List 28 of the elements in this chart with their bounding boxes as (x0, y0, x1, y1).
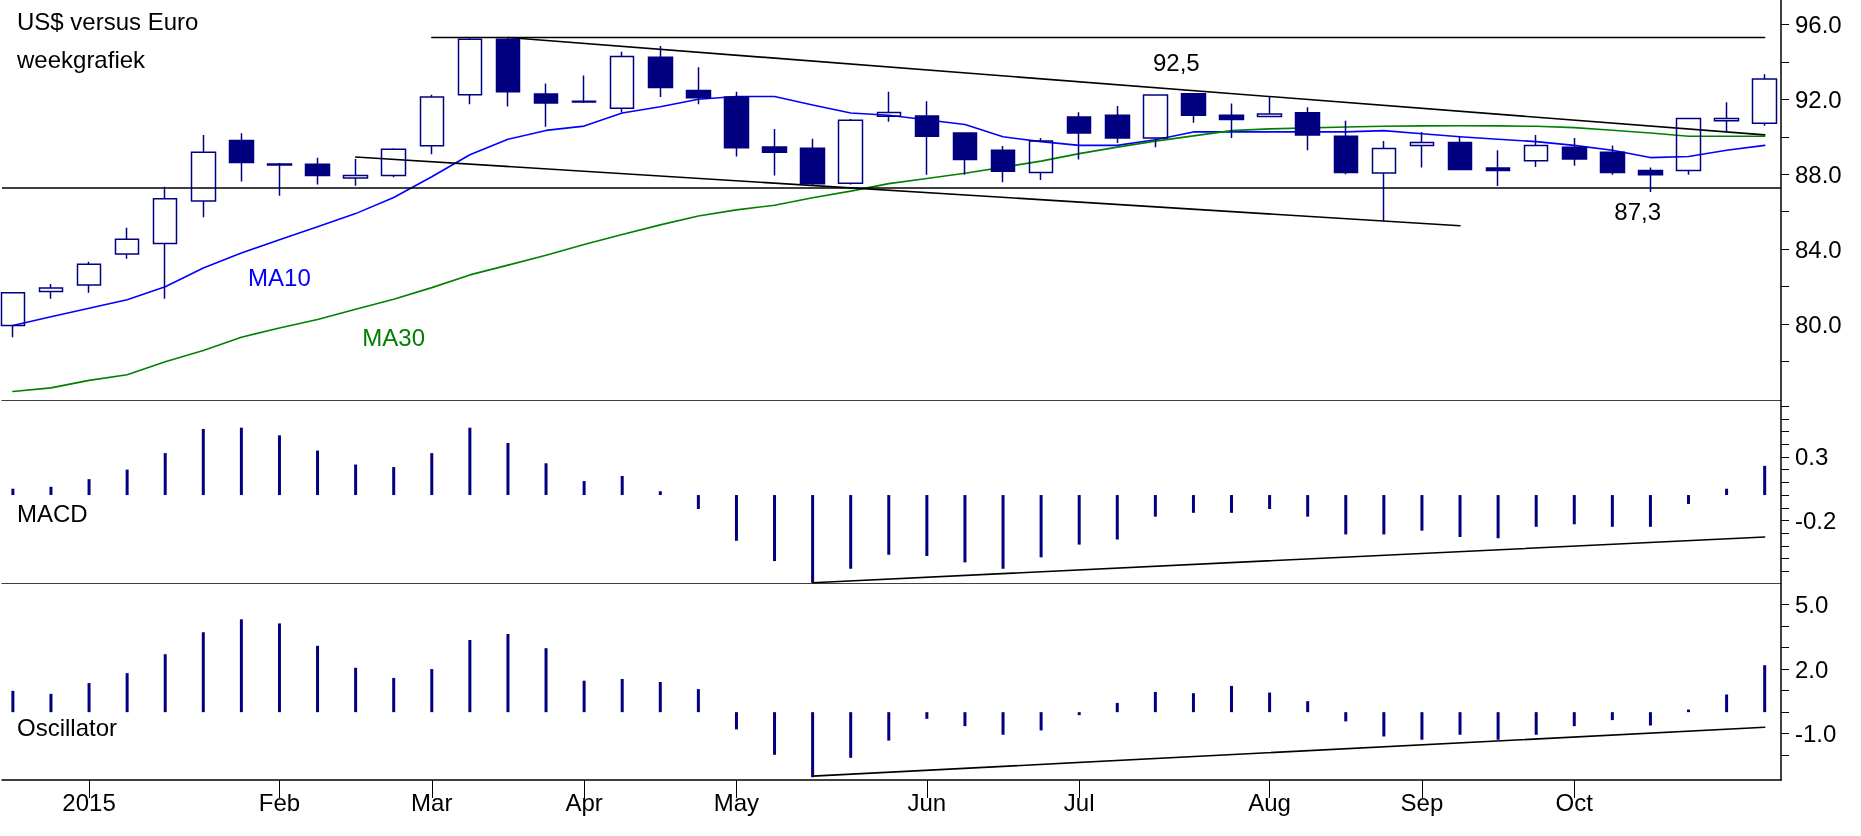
y-tick-label: 2.0 (1795, 655, 1829, 683)
x-tick-label: Feb (258, 788, 301, 816)
x-tick-label: Sep (1400, 788, 1444, 816)
x-tick-label: Apr (565, 788, 603, 816)
x-tick-label: Oct (1555, 788, 1594, 816)
x-tick-label: 2015 (62, 788, 116, 816)
y-tick-label: 5.0 (1795, 590, 1829, 618)
y-tick-label: -1.0 (1795, 720, 1837, 748)
y-tick-label: 0.3 (1795, 443, 1829, 471)
x-tick-label: Jul (1063, 788, 1095, 816)
text: MACD (17, 499, 88, 527)
y-tick-label: -0.2 (1795, 506, 1837, 534)
series-label: MA30 (362, 323, 426, 351)
x-tick-label: Aug (1248, 788, 1291, 816)
x-tick-label: Jun (907, 788, 947, 816)
annotation: 92,5 (1153, 48, 1200, 76)
chart-title: US$ versus Euro (17, 7, 199, 35)
y-tick-label: 92.0 (1795, 85, 1842, 113)
y-tick-label: 96.0 (1795, 10, 1842, 38)
y-tick-label: 80.0 (1795, 310, 1842, 338)
x-tick-label: May (713, 788, 760, 816)
y-tick-label: 88.0 (1795, 160, 1842, 188)
ref-line-label: 87,3 (1614, 197, 1661, 225)
text: weekgrafiek (16, 45, 147, 73)
series-label: MA10 (248, 264, 311, 292)
y-tick-label: 84.0 (1795, 235, 1842, 263)
x-tick-label: Mar (411, 788, 453, 816)
text: Oscillator (17, 713, 118, 741)
